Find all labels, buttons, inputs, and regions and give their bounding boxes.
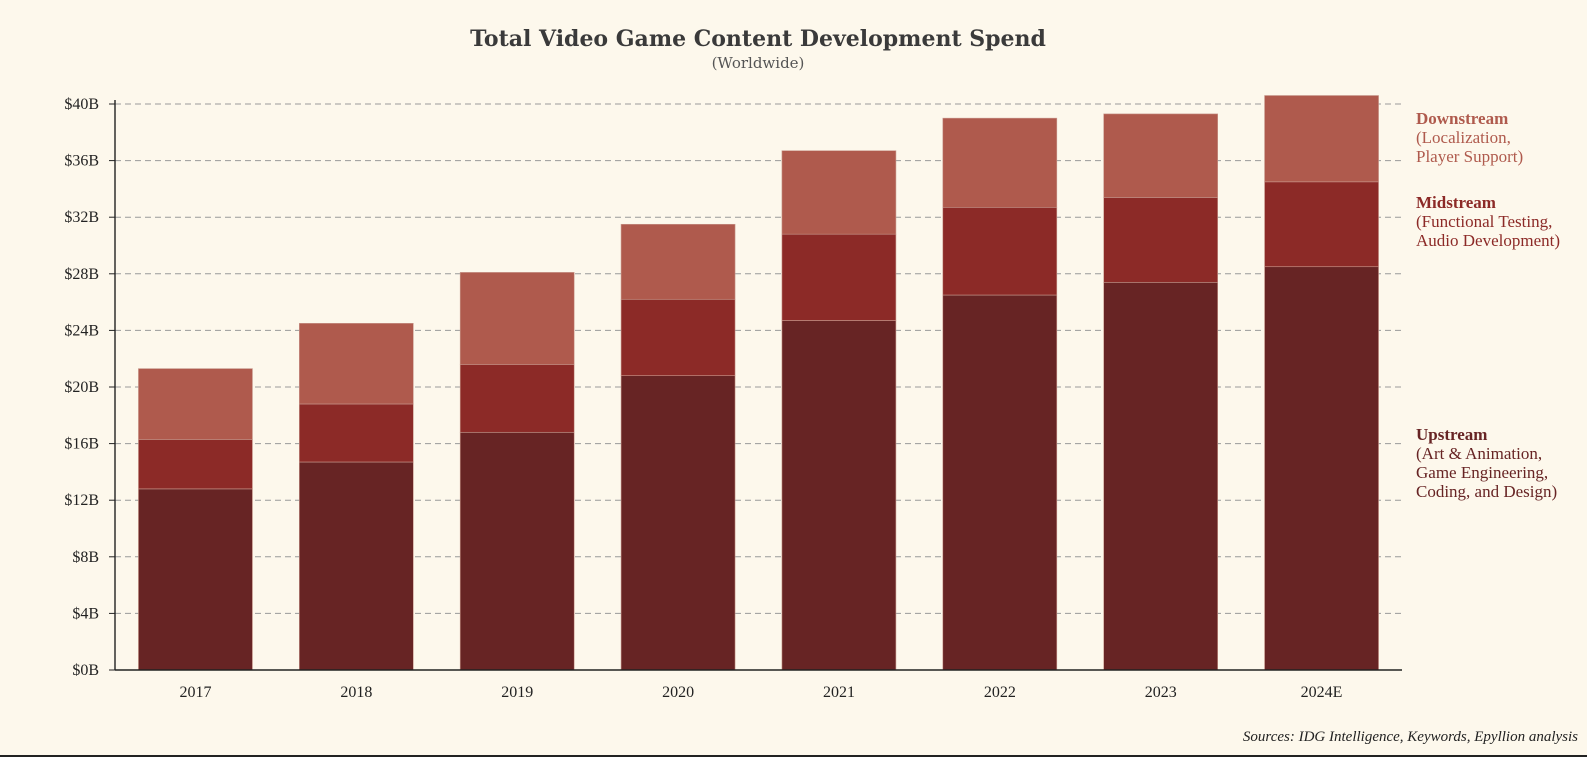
source-note: Sources: IDG Intelligence, Keywords, Epy… [1243, 729, 1578, 745]
y-axis-tick-labels: $0B $4B $8B $12B $16B $20B $24B $28B $32B $36B $40… [64, 96, 99, 679]
bar-downstream-2022 [942, 117, 1058, 208]
x-tick-label: 2024E [1301, 684, 1343, 701]
axes [109, 100, 1402, 671]
legend-description-midstream: Audio Development) [1416, 231, 1560, 250]
legend: Upstream(Art & Animation,Game Engineerin… [1416, 109, 1560, 501]
x-tick-label: 2021 [823, 684, 855, 701]
bar-upstream-2023 [1103, 281, 1218, 671]
bar-upstream-2021 [781, 320, 897, 671]
bottom-rule [0, 755, 1587, 757]
bar-midstream-2017 [138, 439, 253, 490]
y-tick-label: $8B [72, 549, 99, 566]
bar-downstream-2024E [1264, 95, 1379, 183]
legend-label-downstream: Downstream [1416, 109, 1508, 128]
x-tick-label: 2017 [179, 684, 211, 701]
bar-downstream-2023 [1103, 113, 1218, 198]
bar-midstream-2018 [299, 403, 414, 463]
y-tick-label: $4B [72, 605, 99, 622]
x-tick-label: 2018 [340, 684, 372, 701]
y-tick-label: $24B [64, 322, 99, 339]
legend-label-midstream: Midstream [1416, 193, 1496, 212]
bar-midstream-2024E [1264, 181, 1379, 268]
legend-description-midstream: (Functional Testing, [1416, 212, 1552, 231]
legend-description-upstream: (Art & Animation, [1416, 444, 1542, 463]
bar-downstream-2021 [781, 150, 897, 235]
x-tick-label: 2022 [984, 684, 1016, 701]
bar-midstream-2022 [942, 206, 1058, 296]
x-tick-label: 2023 [1145, 684, 1177, 701]
chart-title: Total Video Game Content Development Spe… [470, 26, 1046, 52]
bar-midstream-2023 [1103, 197, 1218, 283]
bar-downstream-2019 [459, 272, 575, 365]
y-tick-label: $32B [64, 209, 99, 226]
y-tick-label: $0B [72, 662, 99, 679]
x-tick-label: 2020 [662, 684, 694, 701]
legend-description-downstream: Player Support) [1416, 147, 1523, 166]
bar-upstream-2019 [459, 431, 575, 671]
x-tick-label: 2019 [501, 684, 533, 701]
bar-upstream-2024E [1264, 266, 1379, 671]
y-tick-label: $28B [64, 266, 99, 283]
bar-downstream-2017 [138, 368, 253, 440]
bar-upstream-2017 [138, 488, 253, 671]
bar-upstream-2022 [942, 294, 1058, 671]
y-tick-label: $36B [64, 153, 99, 170]
y-tick-label: $12B [64, 492, 99, 509]
legend-label-upstream: Upstream [1416, 425, 1487, 444]
bar-upstream-2018 [299, 461, 414, 671]
x-axis-tick-labels: 2017 2018 2019 2020 2021 2022 2023 2024E [179, 684, 1342, 701]
y-tick-label: $20B [64, 379, 99, 396]
legend-description-upstream: Coding, and Design) [1416, 482, 1557, 501]
bar-midstream-2020 [620, 298, 736, 376]
legend-description-downstream: (Localization, [1416, 128, 1511, 147]
bar-downstream-2018 [299, 323, 414, 405]
y-tick-label: $40B [64, 96, 99, 113]
bar-midstream-2021 [781, 233, 897, 321]
legend-description-upstream: Game Engineering, [1416, 463, 1548, 482]
y-tick-label: $16B [64, 436, 99, 453]
bar-segments [138, 95, 1379, 671]
chart-subtitle: (Worldwide) [712, 54, 805, 72]
bar-upstream-2020 [620, 375, 736, 671]
bar-midstream-2019 [459, 364, 575, 433]
bar-downstream-2020 [620, 223, 736, 300]
